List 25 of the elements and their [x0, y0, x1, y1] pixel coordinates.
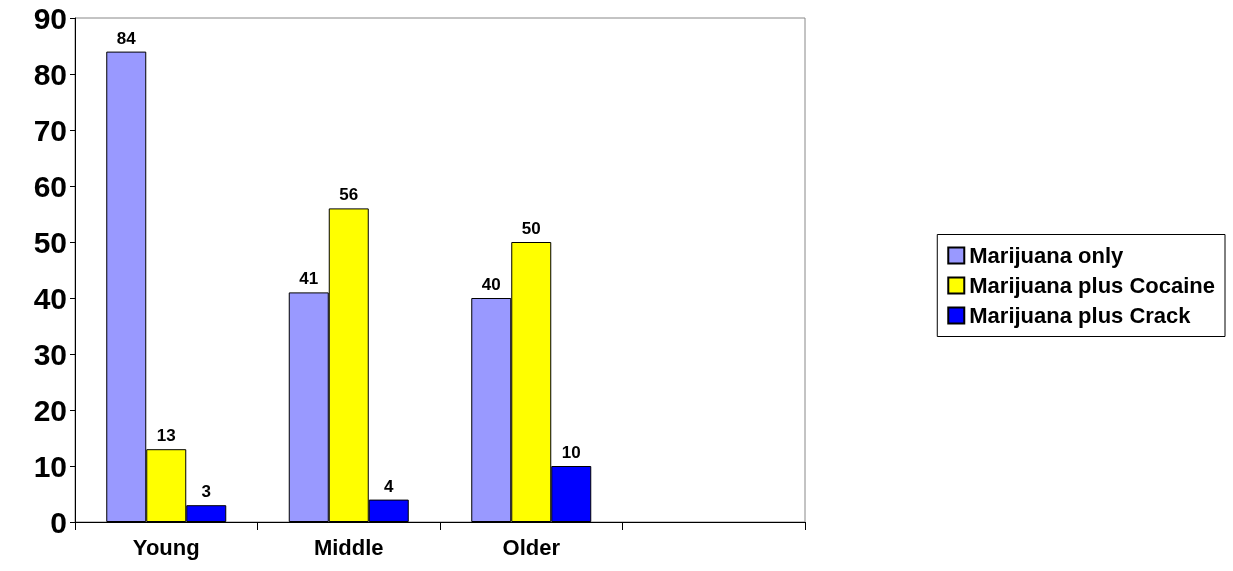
x-tick-label: Middle — [313, 534, 384, 560]
y-tick-label: 60 — [33, 169, 67, 203]
y-tick-label: 10 — [33, 449, 67, 483]
y-tick-label: 70 — [33, 113, 67, 147]
legend-label: Marijuana plus Crack — [969, 303, 1192, 328]
y-tick-label: 50 — [33, 225, 67, 259]
data-label: 3 — [201, 482, 211, 502]
y-tick-label: 40 — [33, 281, 67, 315]
data-label: 4 — [384, 476, 395, 496]
x-tick-label: Older — [502, 534, 561, 560]
y-tick-label: 80 — [33, 57, 67, 91]
data-label: 56 — [339, 185, 359, 205]
data-label: 41 — [299, 269, 319, 289]
data-label: 84 — [116, 28, 137, 48]
y-tick-label: 90 — [33, 1, 67, 35]
data-label: 40 — [481, 275, 501, 294]
data-label: 50 — [521, 219, 541, 238]
data-label: 13 — [156, 426, 176, 446]
y-tick-label: 30 — [33, 337, 67, 371]
legend-label: Marijuana only — [969, 243, 1125, 268]
x-tick-label: Young — [132, 534, 200, 560]
y-tick-label: 20 — [33, 393, 67, 427]
legend-label: Marijuana plus Cocaine — [969, 273, 1216, 298]
y-tick-label: 0 — [50, 505, 67, 539]
data-label: 10 — [561, 443, 581, 462]
